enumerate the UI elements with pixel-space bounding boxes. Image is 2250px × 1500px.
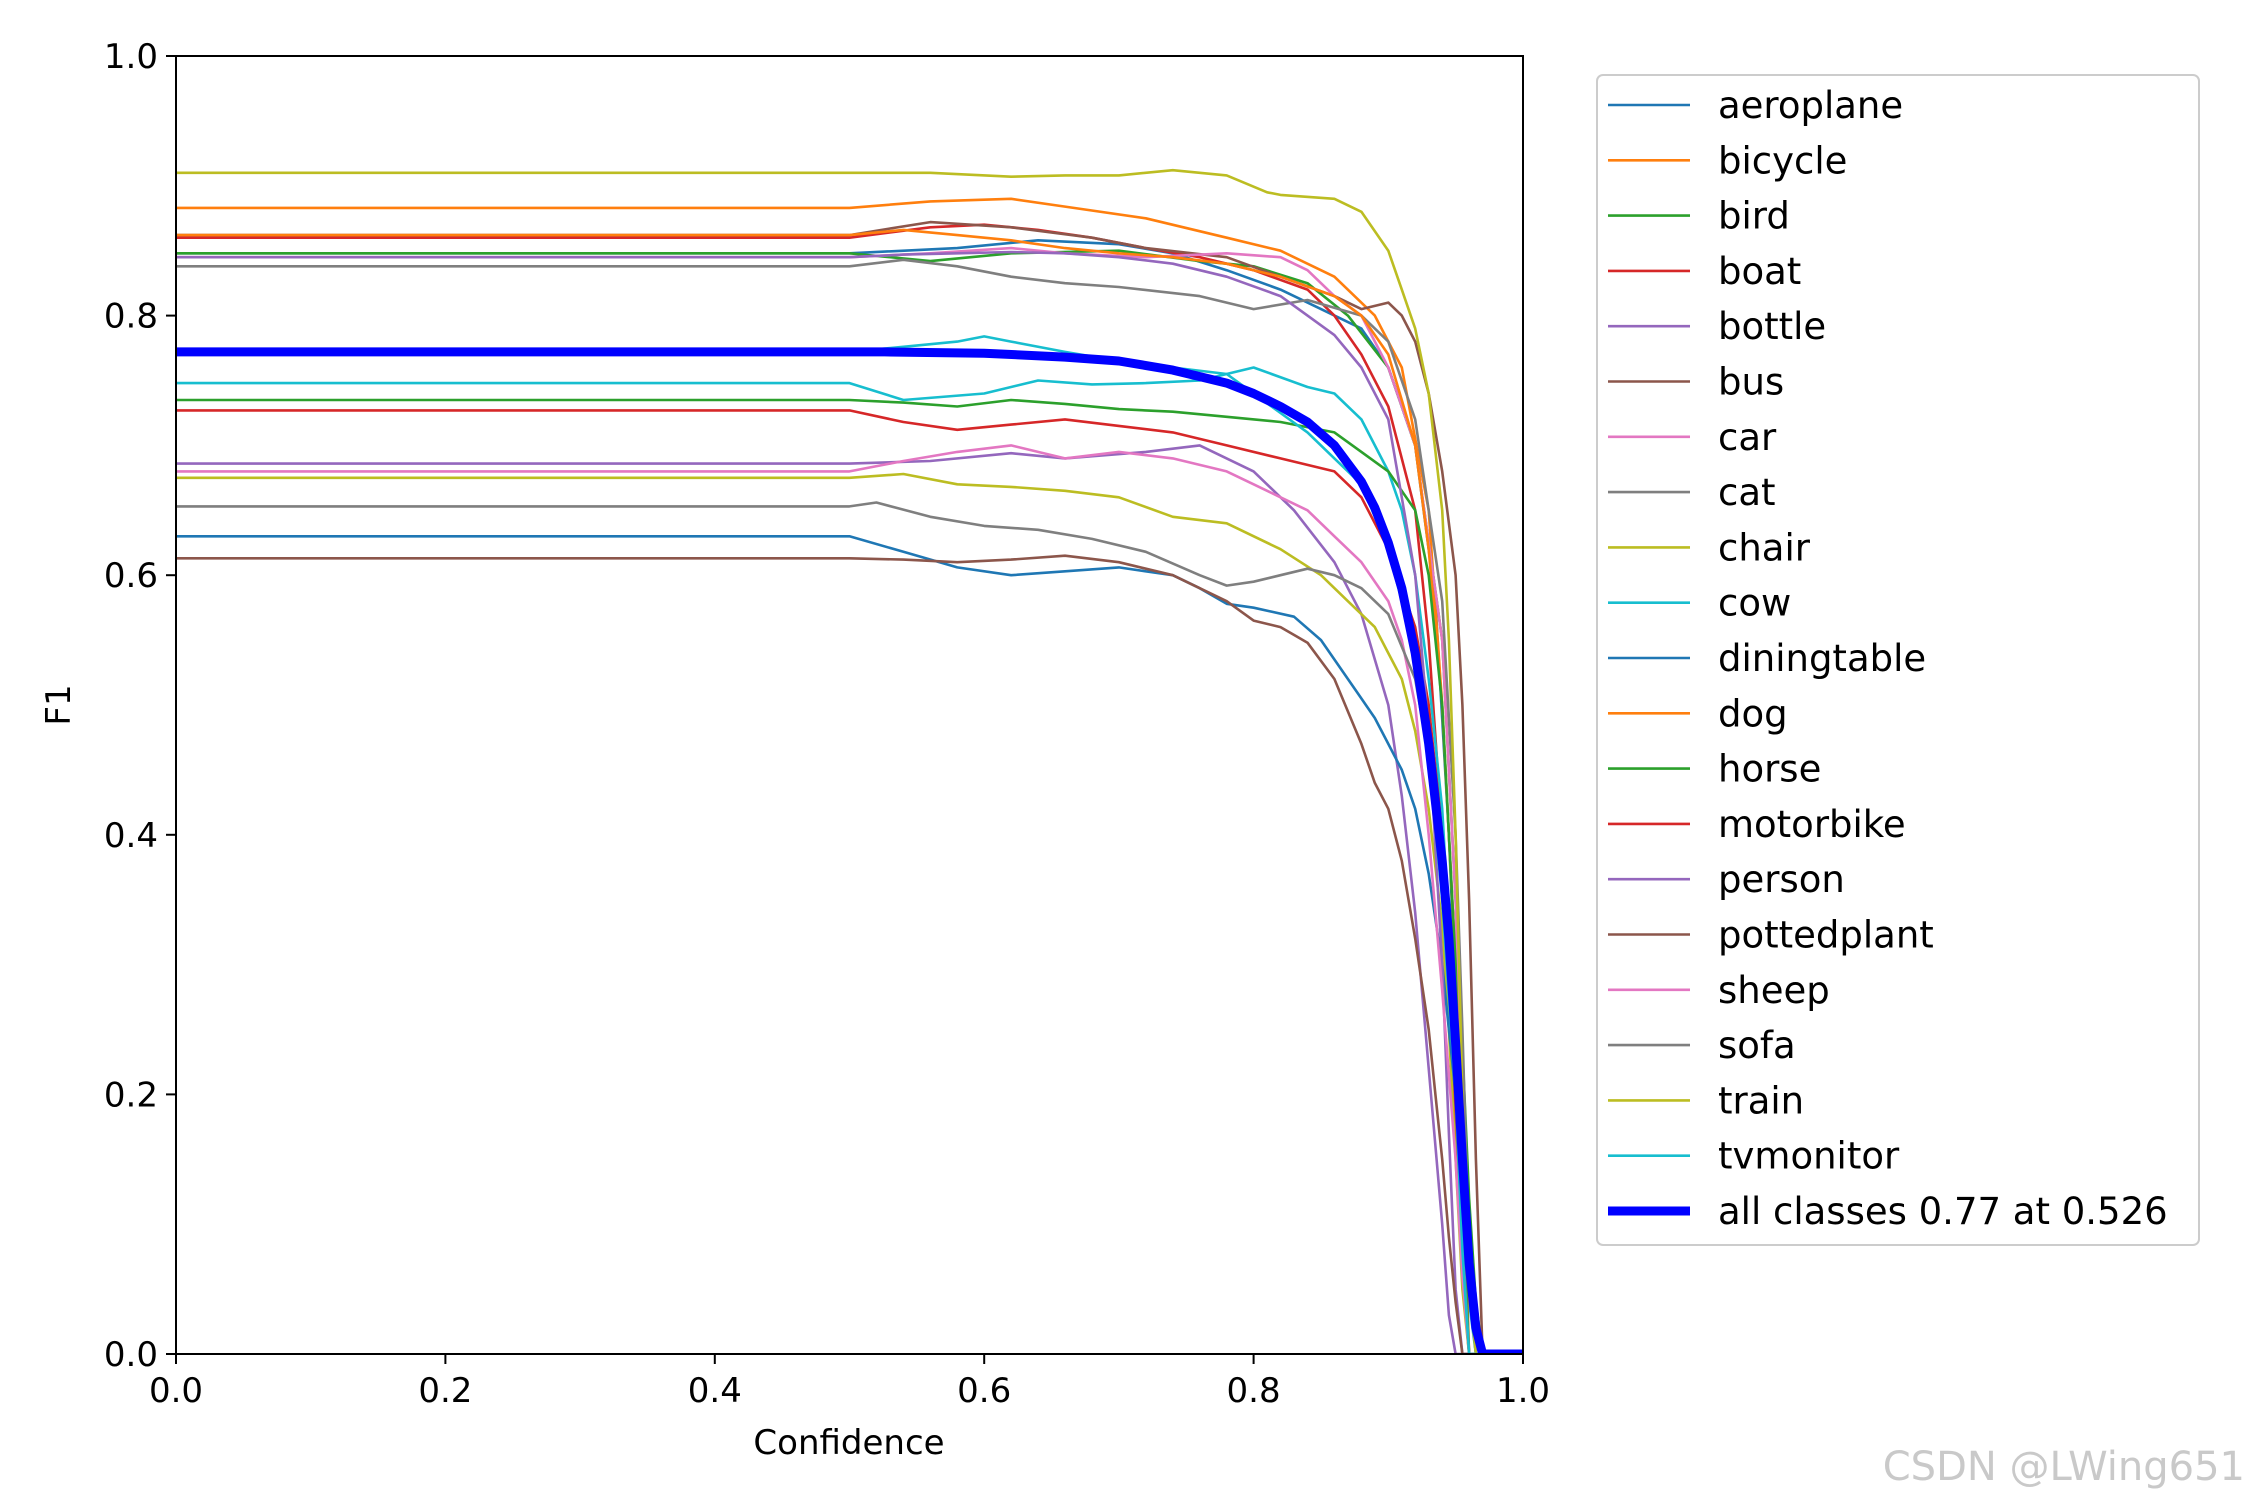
legend-label: aeroplane bbox=[1718, 84, 1903, 127]
series-line-bottle bbox=[176, 444, 1523, 1354]
plot-frame bbox=[175, 55, 1524, 1355]
legend-label: bottle bbox=[1718, 305, 1826, 348]
y-axis-title: F1 bbox=[39, 684, 79, 725]
watermark-text: CSDN @LWing651 bbox=[1883, 1444, 2245, 1490]
series-line-pottedplant bbox=[176, 554, 1523, 1354]
legend-label: motorbike bbox=[1718, 803, 1906, 846]
series-line-sheep bbox=[176, 444, 1523, 1354]
series-line-train bbox=[176, 168, 1523, 1354]
legend-label: boat bbox=[1718, 250, 1801, 293]
legend-label: car bbox=[1718, 416, 1777, 459]
series-line-cat bbox=[176, 258, 1523, 1354]
y-tick-label: 0.2 bbox=[104, 1075, 158, 1115]
series-line-chair bbox=[176, 472, 1523, 1354]
legend-label: sheep bbox=[1718, 969, 1830, 1012]
series-line-car bbox=[176, 246, 1523, 1354]
legend-label: all classes 0.77 at 0.526 bbox=[1718, 1190, 2168, 1233]
x-tick-label: 1.0 bbox=[1496, 1371, 1550, 1411]
y-tick-label: 0.6 bbox=[104, 556, 158, 596]
x-axis-title: Confidence bbox=[753, 1423, 944, 1463]
x-tick-label: 0.6 bbox=[957, 1371, 1011, 1411]
axes-layer: 0.0 0.2 0.4 0.6 0.8 1.0 0.0 0.2 0.4 0.6 0.8 1.0 bbox=[104, 37, 1550, 1411]
legend-label: cat bbox=[1718, 471, 1776, 514]
legend-label: pottedplant bbox=[1718, 914, 1934, 957]
y-tick-label: 0.0 bbox=[104, 1335, 158, 1375]
y-tick-label: 0.8 bbox=[104, 297, 158, 337]
legend-label: train bbox=[1718, 1079, 1804, 1122]
legend-label: cow bbox=[1718, 582, 1791, 625]
series-line-person bbox=[176, 250, 1523, 1354]
x-tick-label: 0.4 bbox=[688, 1371, 742, 1411]
x-tick-label: 0.2 bbox=[418, 1371, 472, 1411]
y-tick-label: 0.4 bbox=[104, 816, 158, 856]
x-tick-label: 0.0 bbox=[149, 1371, 203, 1411]
legend-label: person bbox=[1718, 858, 1845, 901]
legend-label: bicycle bbox=[1718, 139, 1847, 182]
series-line-all bbox=[176, 347, 1523, 1354]
legend-label: bird bbox=[1718, 195, 1790, 238]
legend: aeroplane bicycle bird boat bottle bus car cat c… bbox=[1596, 74, 2200, 1246]
series-layer bbox=[176, 168, 1523, 1354]
legend-label: dog bbox=[1718, 692, 1788, 735]
legend-label: tvmonitor bbox=[1718, 1135, 1900, 1178]
legend-label: sofa bbox=[1718, 1024, 1796, 1067]
legend-label: bus bbox=[1718, 361, 1784, 404]
legend-label: horse bbox=[1718, 748, 1821, 791]
legend-frame bbox=[1596, 74, 2200, 1246]
legend-label: diningtable bbox=[1718, 637, 1926, 680]
series-line-bus bbox=[176, 220, 1523, 1354]
x-tick-label: 0.8 bbox=[1227, 1371, 1281, 1411]
y-tick-label: 1.0 bbox=[104, 37, 158, 77]
legend-label: chair bbox=[1718, 526, 1811, 569]
